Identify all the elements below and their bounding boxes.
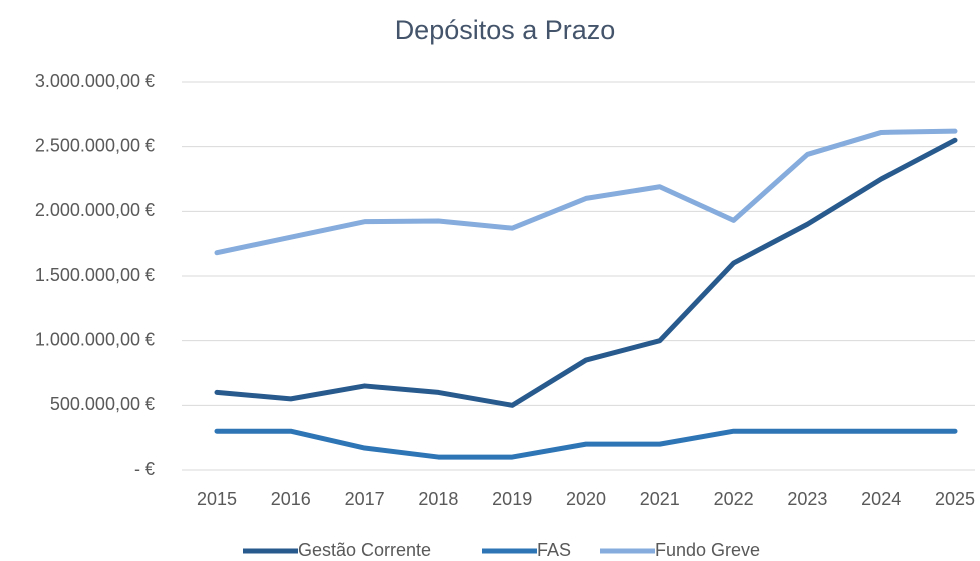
x-tick-label: 2024 [861, 489, 901, 509]
y-tick-label: 2.500.000,00 € [35, 135, 155, 155]
x-tick-label: 2021 [640, 489, 680, 509]
y-tick-label: 500.000,00 € [50, 394, 155, 414]
x-tick-label: 2022 [714, 489, 754, 509]
legend-label: FAS [537, 540, 571, 560]
legend-label: Fundo Greve [655, 540, 760, 560]
x-tick-label: 2023 [787, 489, 827, 509]
x-tick-label: 2017 [345, 489, 385, 509]
x-tick-label: 2025 [935, 489, 975, 509]
x-tick-label: 2019 [492, 489, 532, 509]
y-tick-label: 3.000.000,00 € [35, 71, 155, 91]
line-series [214, 428, 958, 460]
y-tick-label: 1.500.000,00 € [35, 265, 155, 285]
legend-label: Gestão Corrente [298, 540, 431, 560]
line-series [214, 137, 958, 408]
line-series [214, 128, 958, 256]
x-tick-label: 2018 [418, 489, 458, 509]
x-tick-label: 2016 [271, 489, 311, 509]
y-tick-label: 1.000.000,00 € [35, 329, 155, 349]
chart-title: Depósitos a Prazo [395, 15, 616, 45]
x-tick-label: 2020 [566, 489, 606, 509]
y-tick-label: - € [134, 459, 155, 479]
x-tick-label: 2015 [197, 489, 237, 509]
y-tick-label: 2.000.000,00 € [35, 200, 155, 220]
